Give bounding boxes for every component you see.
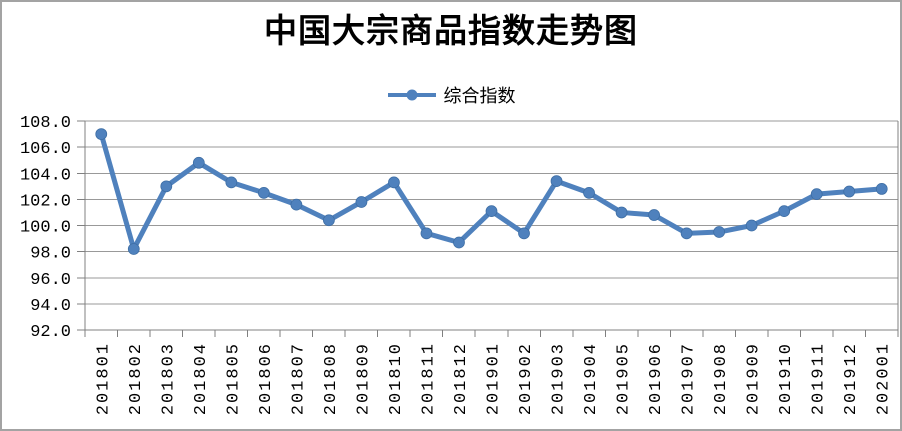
data-point [290,198,303,211]
legend-line-marker-icon [387,89,436,101]
x-axis-label: 201802 [127,342,146,415]
x-axis-label: 201912 [842,342,861,415]
legend-label: 综合指数 [443,86,516,106]
x-axis-label: 201907 [680,342,699,415]
data-points [95,128,888,255]
data-point [127,243,140,255]
x-axis-label: 201806 [257,342,276,415]
data-point [583,186,595,199]
data-point [160,180,173,193]
x-axis-label: 202001 [875,342,894,415]
x-axis-label: 201810 [387,342,406,415]
x-axis-label: 201910 [777,342,796,415]
x-axis-label: 201901 [485,342,504,415]
data-point [388,176,400,189]
data-point [485,205,498,218]
x-axis-label: 201909 [745,342,764,415]
x-axis-label: 201904 [582,342,601,415]
x-axis-label: 201808 [322,342,341,415]
axes [77,120,899,337]
x-axis-label: 201811 [419,342,438,415]
y-axis-label: 96.0 [30,271,71,290]
y-axis-label: 100.0 [20,219,71,238]
gridlines [85,120,898,331]
series-line [98,131,885,252]
y-axis-label: 106.0 [20,140,71,159]
y-axis-label: 102.0 [20,192,71,211]
x-axis-label: 201805 [224,342,243,415]
data-point [518,227,530,240]
data-point [648,209,660,221]
data-point [323,214,335,227]
data-point [843,185,856,198]
data-point [778,205,791,218]
x-axis-label: 201911 [810,342,829,415]
data-point [810,188,823,201]
chart-title: 中国大宗商品指数走势图 [264,14,638,50]
x-axis-label: 201812 [452,342,471,415]
data-point [713,226,726,238]
data-point [875,183,888,195]
data-point [225,176,238,189]
data-point [355,196,368,208]
y-axis-label: 92.0 [30,323,71,342]
data-point [95,128,108,140]
x-axis-label: 201803 [159,342,178,415]
data-point [192,156,205,169]
y-axis-label: 94.0 [30,297,71,316]
x-axis-label: 201804 [192,342,211,415]
y-axis-label: 108.0 [20,114,71,133]
data-point [615,206,628,219]
data-point [453,236,465,249]
y-axis-label: 104.0 [20,166,71,185]
x-axis-label: 201905 [615,342,634,415]
data-point [745,219,758,232]
x-axis-label: 201903 [550,342,569,415]
data-point [550,175,563,187]
legend: 综合指数 [2,82,900,108]
x-axis-label: 201902 [517,342,536,415]
x-axis-label: 201906 [647,342,666,415]
x-axis-label: 201801 [94,342,113,415]
y-axis-labels: 92.0 94.0 96.0 98.0 100.0 102.0 104.0 106.0 108.… [20,114,71,342]
data-point [420,227,433,240]
x-axis-labels: 201801 201802 201803 201804 201805 201806 2018… [94,342,893,415]
x-axis-label: 201809 [354,342,373,415]
data-point [680,227,693,240]
x-axis-label: 201807 [289,342,308,415]
y-axis-label: 98.0 [30,245,71,264]
data-point [257,186,270,199]
x-axis-label: 201908 [712,342,731,415]
